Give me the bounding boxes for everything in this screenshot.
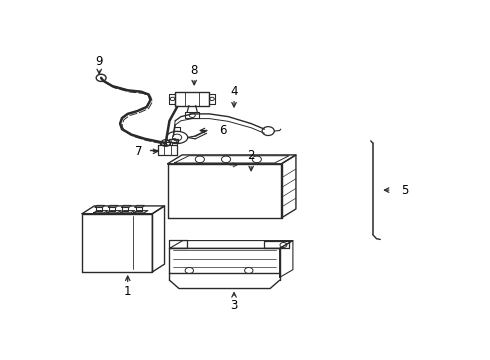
Text: 3: 3: [230, 299, 238, 312]
Text: 8: 8: [191, 64, 198, 77]
Text: 6: 6: [219, 124, 226, 137]
Text: 2: 2: [247, 149, 255, 162]
Text: 1: 1: [124, 285, 131, 298]
Text: 5: 5: [401, 184, 409, 197]
Text: 9: 9: [96, 55, 103, 68]
Text: 4: 4: [230, 85, 238, 98]
Text: 7: 7: [135, 145, 143, 158]
